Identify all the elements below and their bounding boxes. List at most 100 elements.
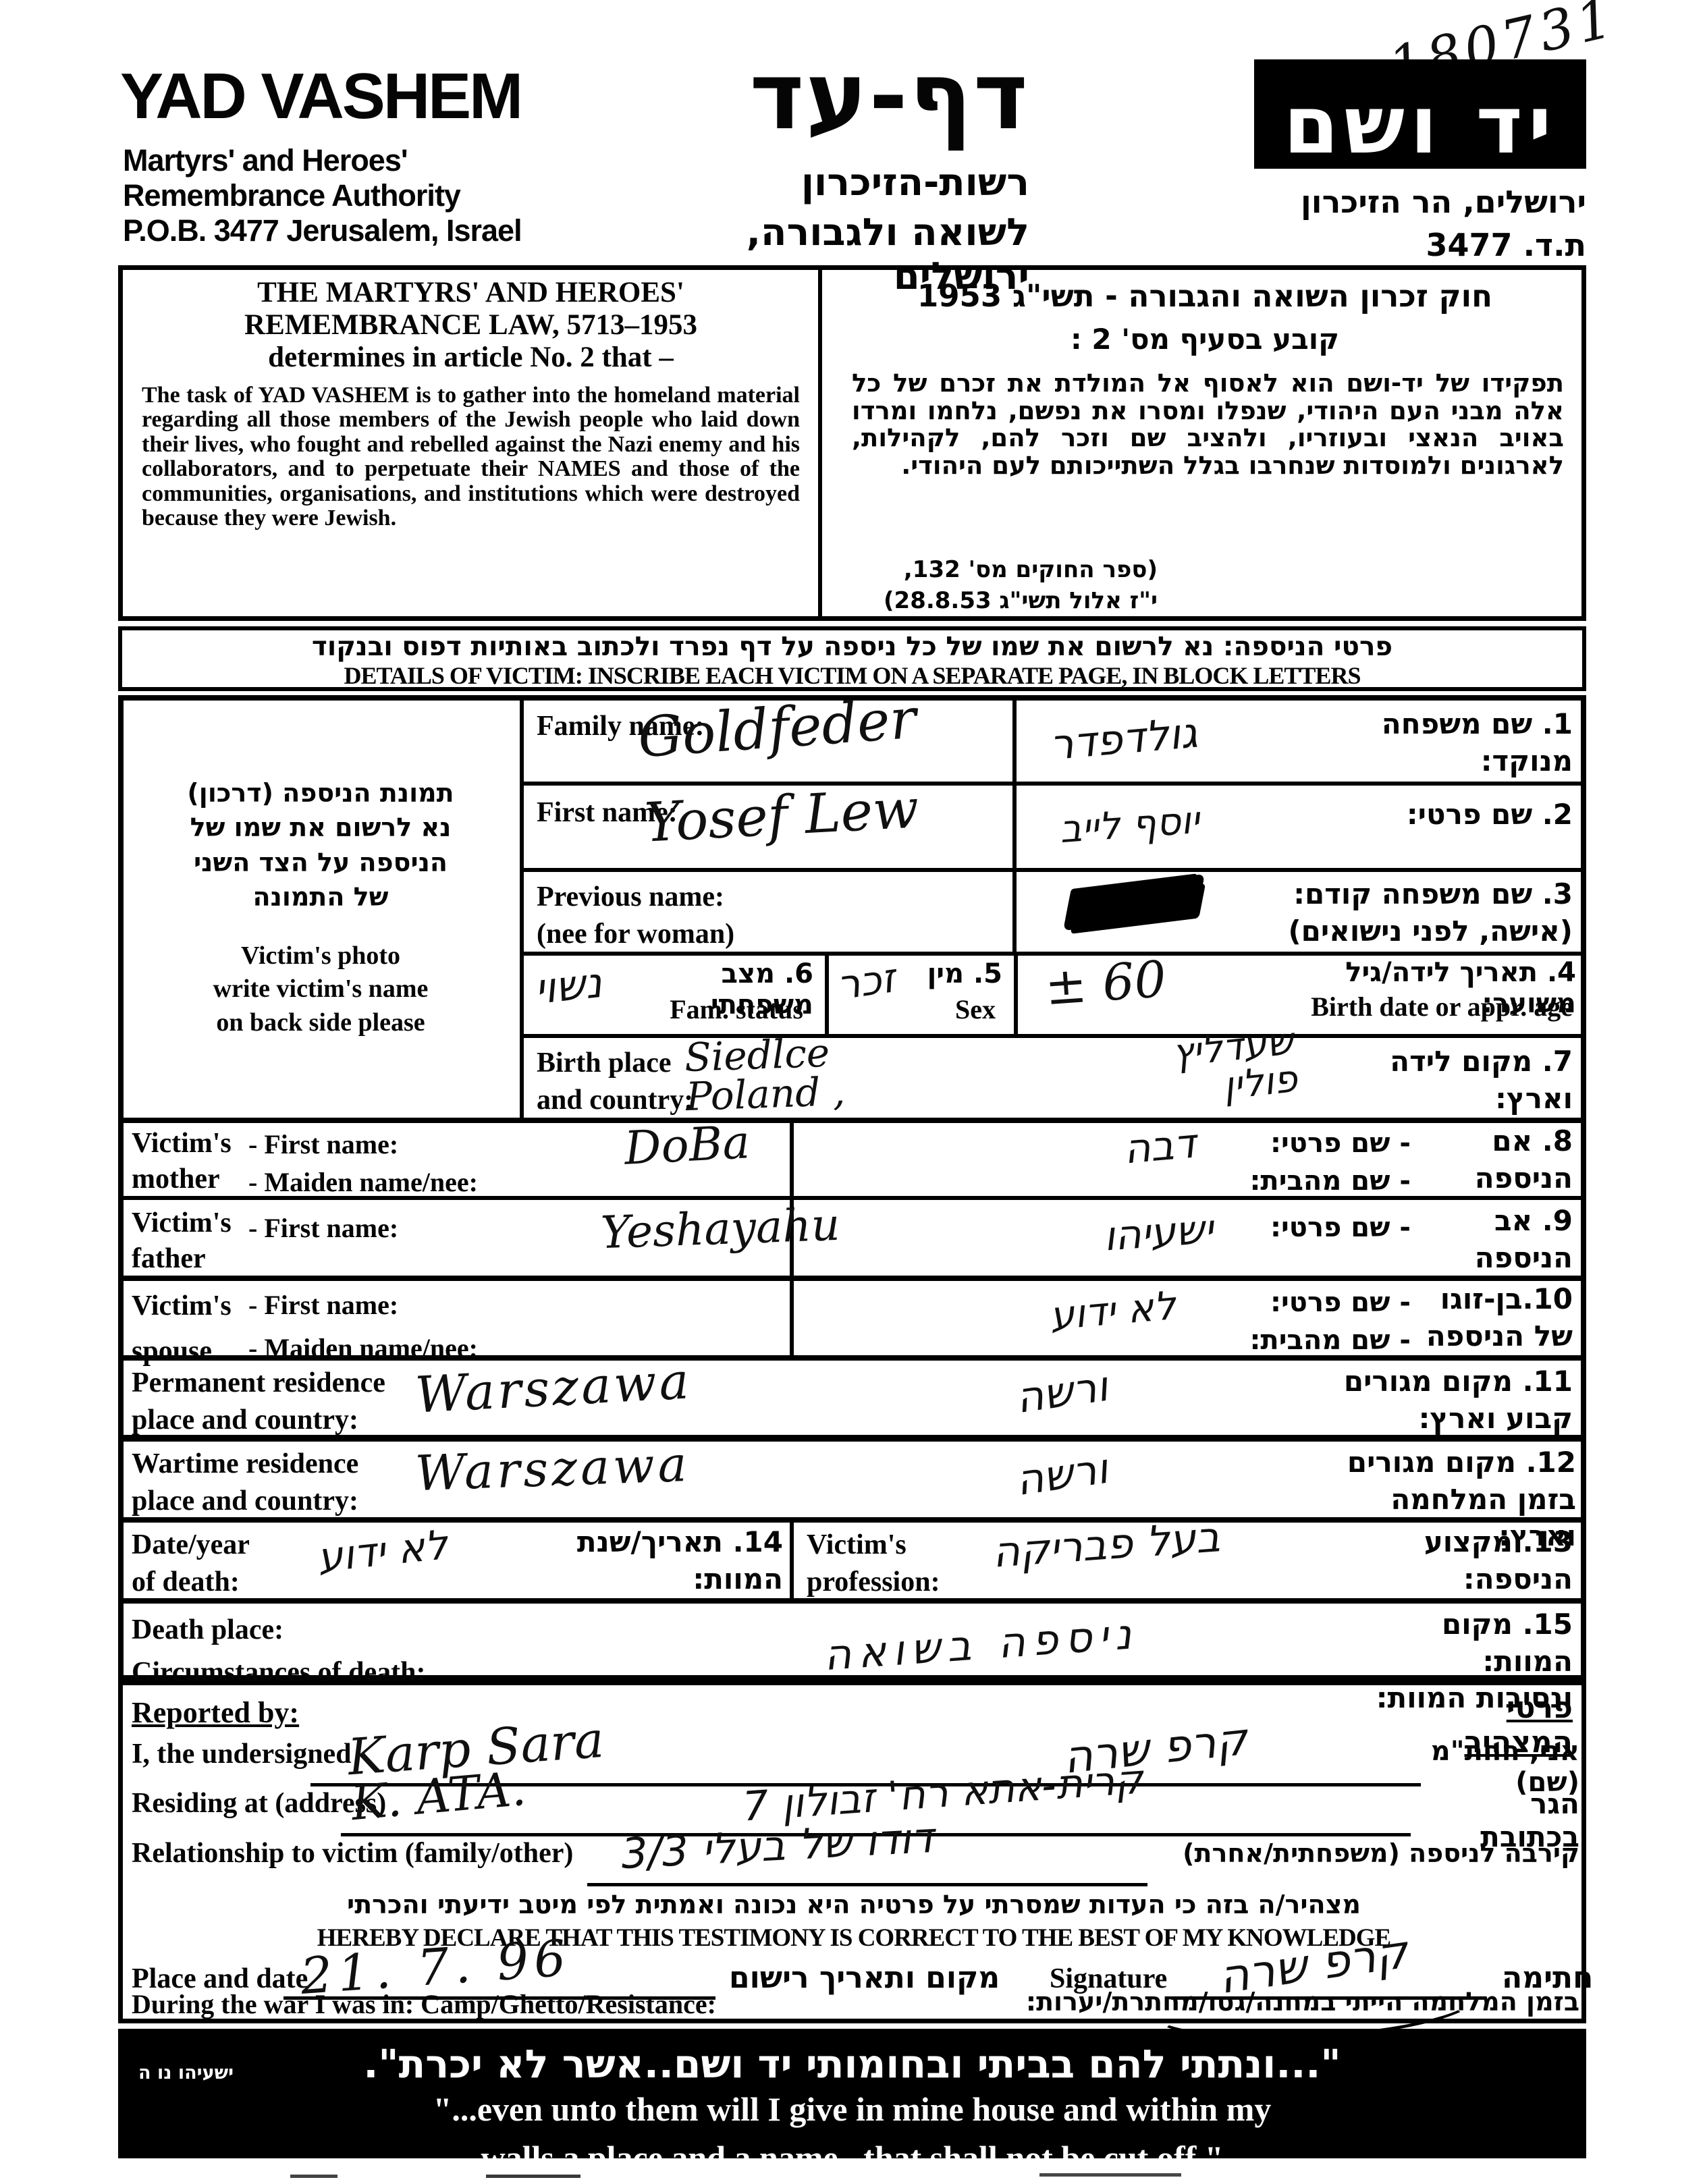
war-residence-handwriting-latin: Warszawa xyxy=(414,1435,691,1502)
grid-line xyxy=(520,782,1586,786)
scan-artifact xyxy=(1039,2173,1181,2177)
father-sublabels-en: - First name: xyxy=(248,1213,399,1243)
mother-sublabels-he: - שם פרטי: - שם מהבית: xyxy=(1249,1128,1411,1197)
quote-en-line1: "...even unto them will I give in mine h… xyxy=(433,2090,1272,2128)
first-name-label-en: First name: xyxy=(537,797,678,828)
law-box xyxy=(118,265,1586,621)
war-residence-label-en: Wartime residence place and country: xyxy=(132,1448,359,1517)
fill-line xyxy=(310,1783,1421,1786)
quote-he-citation: ישעיהו נו ה xyxy=(138,2063,234,2083)
grid-line xyxy=(118,1435,1586,1442)
fill-line xyxy=(341,1833,1411,1836)
victim-table-box xyxy=(118,695,1586,1681)
spouse-sublabels-en: - First name: - Maiden name/nee: xyxy=(248,1290,478,1363)
death-date-label-en: Date/year of death: xyxy=(132,1529,250,1598)
grid-line xyxy=(118,1276,1586,1281)
yad-vashem-logo: יד ושם xyxy=(1254,59,1586,171)
birth-place-handwriting-latin: Siedlce Poland , xyxy=(683,1029,846,1120)
relationship-label-en: Relationship to victim (family/other) xyxy=(132,1838,574,1869)
law-title-en: THE MARTYRS' AND HEROES' REMEMBRANCE LAW… xyxy=(244,277,697,374)
sex-handwriting: זכר xyxy=(834,954,898,1010)
sex-label-he: 5. מין xyxy=(927,958,1002,989)
profession-label-en: Victim's profession: xyxy=(807,1529,940,1598)
scan-artifact xyxy=(290,2175,337,2178)
father-handwriting-latin: Yeshayahu xyxy=(599,1198,841,1259)
quote-banner xyxy=(118,2029,1586,2158)
father-side-label: Victim's father xyxy=(132,1207,232,1274)
birth-place-label-he: 7. מקום לידה וארץ: xyxy=(1390,1045,1573,1115)
grid-line xyxy=(520,952,1586,956)
law-box-divider xyxy=(818,265,822,621)
sex-label-en: Sex xyxy=(955,994,996,1025)
first-name-label-he: 2. שם פרטי: xyxy=(1406,798,1573,831)
declaration-he: מצהיר/ה בזה כי העדות שמסרתי על פרטיה היא… xyxy=(347,1890,1361,1919)
law-footnote-he: (ספר החוקים מס' 132, י"ז אלול תשי"ג 28.8… xyxy=(883,556,1158,614)
grid-line xyxy=(790,1517,794,1598)
father-number-label: 9. אב הניספה xyxy=(1474,1204,1573,1274)
fill-line xyxy=(732,2019,888,2023)
birth-date-handwriting: ± 60 xyxy=(1043,950,1168,1017)
address-he-line1: ירושלים, הר הזיכרון xyxy=(1300,184,1586,220)
fill-line xyxy=(283,1996,715,2000)
birth-date-label-en: Birth date or appr. age xyxy=(1311,991,1573,1022)
perm-residence-label-he: 11. מקום מגורים קבוע וארץ: xyxy=(1343,1365,1573,1435)
previous-name-label-he: 3. שם משפחה קודם: (אישה, לפני נישואים) xyxy=(1288,877,1573,948)
undersigned-label-he: אני, החת"מ (שם) xyxy=(1430,1736,1579,1798)
scan-artifact xyxy=(486,2175,580,2178)
grid-line xyxy=(118,1517,1586,1523)
grid-line xyxy=(118,1196,1586,1200)
during-war-label-en: During the war I was in: Camp/Ghetto/Res… xyxy=(132,1989,716,2019)
details-banner-en: DETAILS OF VICTIM: INSCRIBE EACH VICTIM … xyxy=(344,662,1361,689)
grid-line xyxy=(520,868,1586,872)
mother-side-label: Victim's mother xyxy=(132,1128,232,1195)
profession-label-he: 13. מקצוע הניספה: xyxy=(1424,1525,1573,1595)
place-date-label-en: Place and date xyxy=(132,1963,308,1994)
spouse-side-label: Victim's spouse xyxy=(132,1290,232,1367)
signature-label-en: Signature xyxy=(1050,1963,1168,1994)
daf-ed-title: דף-עד xyxy=(749,42,1029,151)
previous-name-label-en: Previous name: (nee for woman) xyxy=(537,881,735,950)
fam-status-label-en: Fam. status xyxy=(670,994,803,1025)
spouse-sublabels-he: - שם פרטי: - שם מהבית: xyxy=(1249,1287,1411,1356)
fill-line xyxy=(1171,1996,1485,2000)
law-body-en: The task of YAD VASHEM is to gather into… xyxy=(142,383,800,530)
org-title-en: YAD VASHEM xyxy=(120,60,523,132)
birth-place-label-en: Birth place and country: xyxy=(537,1047,694,1116)
address-he-line2: ת.ד. 3477 xyxy=(1426,227,1586,263)
declaration-en: HEREBY DECLARE THAT THIS TESTIMONY IS CO… xyxy=(317,1924,1391,1952)
mother-sublabels-en: - First name: - Maiden name/nee: xyxy=(248,1129,478,1197)
photo-box-text-en: Victim's photo write victim's name on ba… xyxy=(213,941,429,1037)
family-name-label-he: 1. שם משפחה מנוקד: xyxy=(1381,707,1573,777)
grid-line xyxy=(118,1355,1586,1361)
law-body-he: תפקידו של יד-ושם הוא לאסוף אל המולדת את … xyxy=(852,368,1564,481)
grid-line xyxy=(520,1034,1586,1038)
address-label-en: Residing at (address) xyxy=(132,1788,387,1819)
reported-by-title-he: פרטי המצהיר xyxy=(1464,1691,1573,1759)
details-banner-he: פרטי הניספה: נא לרשום את שמו של כל ניספה… xyxy=(311,632,1393,662)
mother-handwriting-he: דבה xyxy=(1122,1120,1198,1174)
center-subtitle-2: לשואה ולגבורה, ירושלים xyxy=(746,211,1029,298)
center-subtitle-1: רשות-הזיכרון xyxy=(801,161,1029,204)
address-label-he: הגר בכתובת xyxy=(1480,1787,1579,1853)
fam-status-label-he: 6. מצב משפחתי xyxy=(710,958,813,1020)
mother-number-label: 8. אם הניספה xyxy=(1474,1124,1573,1195)
perm-residence-label-en: Permanent residence place and country: xyxy=(132,1367,385,1436)
grid-line xyxy=(790,1118,794,1355)
law-title-he-1: חוק זכרון השואה והגבורה - תשי"ג 1953 xyxy=(917,278,1493,314)
grid-line xyxy=(118,1118,1586,1123)
father-sublabels-he: - שם פרטי: xyxy=(1270,1212,1411,1243)
fill-line xyxy=(587,1883,1147,1886)
details-banner-box xyxy=(118,626,1586,691)
war-residence-label-he: 12. מקום מגורים בזמן המלחמה וארץ: xyxy=(1347,1446,1576,1553)
death-place-label-he: 15. מקום המוות: ונסיבות המוות: xyxy=(1376,1608,1573,1715)
photo-box-text-he: תמונת הניספה (דרכון) נא לרשום את שמו של … xyxy=(187,778,454,912)
undersigned-label-en: I, the undersigned xyxy=(132,1739,352,1770)
family-name-label-en: Family name: xyxy=(537,711,705,742)
quote-en-line2-text: walls a place and a name...that shall no… xyxy=(481,2139,1224,2177)
during-war-label-he: בזמן המלחמה הייתי במחנה/גטו/מחתרת/יערות: xyxy=(1025,1987,1579,2017)
grid-line xyxy=(1014,952,1018,1034)
grid-line xyxy=(118,1598,1586,1604)
spouse-number-label: 10.בן-זוגו של הניספה xyxy=(1426,1282,1573,1353)
org-subtitle-en: Martyrs' and Heroes' Remembrance Authori… xyxy=(123,143,522,248)
